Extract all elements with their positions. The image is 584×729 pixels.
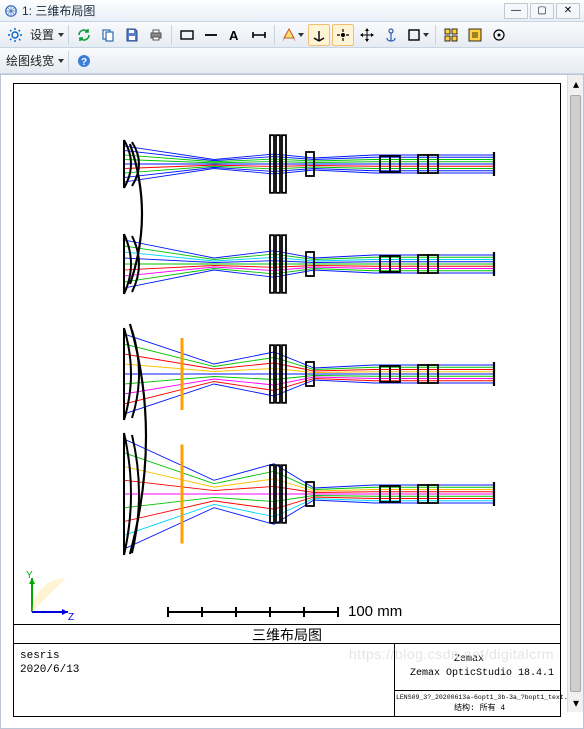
app-icon bbox=[4, 4, 18, 18]
scale-bar: 100 mm bbox=[164, 600, 464, 622]
vertical-scrollbar[interactable]: ▴ ▾ bbox=[567, 75, 583, 712]
help-icon[interactable]: ? bbox=[73, 50, 95, 72]
refresh-sync-icon[interactable] bbox=[73, 24, 95, 46]
optical-layout-plot bbox=[14, 84, 560, 624]
gear-icon[interactable] bbox=[4, 24, 26, 46]
minimize-button[interactable]: — bbox=[504, 3, 528, 19]
text-tool-icon[interactable]: A bbox=[224, 24, 246, 46]
rect-tool-icon[interactable] bbox=[176, 24, 198, 46]
save-icon[interactable] bbox=[121, 24, 143, 46]
svg-text:A: A bbox=[229, 28, 239, 43]
window-title: 1: 三维布局图 bbox=[22, 2, 500, 19]
scroll-up-icon[interactable]: ▴ bbox=[568, 75, 584, 93]
settings-dropdown-icon[interactable] bbox=[58, 33, 64, 37]
close-button[interactable]: ✕ bbox=[556, 3, 580, 19]
config-text: 结构: 所有 4 bbox=[454, 702, 505, 713]
info-table: sesris 2020/6/13 Zemax Zemax OpticStudio… bbox=[14, 644, 560, 716]
copy-icon[interactable] bbox=[97, 24, 119, 46]
canvas-area: Y Z 100 mm 三维布局图 sesris 2020/6/13 Zemax … bbox=[0, 74, 584, 729]
layout-title: 三维布局图 bbox=[14, 624, 560, 644]
coord-gizmo: Y Z bbox=[24, 570, 74, 620]
move-tool-icon[interactable] bbox=[356, 24, 378, 46]
svg-text:100 mm: 100 mm bbox=[348, 603, 402, 620]
center-tool-icon[interactable] bbox=[332, 24, 354, 46]
titlebar: 1: 三维布局图 — ▢ ✕ bbox=[0, 0, 584, 22]
prism-dropdown[interactable] bbox=[279, 27, 306, 43]
layout-page: Y Z 100 mm 三维布局图 sesris 2020/6/13 Zemax … bbox=[13, 83, 561, 717]
anchor-icon[interactable] bbox=[380, 24, 402, 46]
quad-icon[interactable] bbox=[440, 24, 462, 46]
coord-z-label: Z bbox=[68, 612, 74, 620]
filename-text: LENS09_3?_20200613a-6opt1_3b-3a_?bopt1_t… bbox=[396, 694, 579, 701]
toolbar-1: 设置 A bbox=[0, 22, 584, 48]
circle-target-icon[interactable] bbox=[488, 24, 510, 46]
scroll-down-icon[interactable]: ▾ bbox=[568, 694, 584, 712]
print-icon[interactable] bbox=[145, 24, 167, 46]
measure-tool-icon[interactable] bbox=[248, 24, 270, 46]
settings-label: 设置 bbox=[28, 26, 56, 43]
toolbar-2: 绘图线宽 ? bbox=[0, 48, 584, 74]
scroll-thumb[interactable] bbox=[570, 95, 581, 692]
software-name: Zemax bbox=[454, 654, 484, 665]
axis-tool-icon[interactable] bbox=[308, 24, 330, 46]
date-text: 2020/6/13 bbox=[20, 664, 79, 676]
single-frame-icon[interactable] bbox=[464, 24, 486, 46]
linewidth-dropdown-icon[interactable] bbox=[58, 59, 64, 63]
linewidth-label: 绘图线宽 bbox=[4, 52, 56, 69]
coord-y-label: Y bbox=[26, 570, 33, 581]
line-tool-icon[interactable] bbox=[200, 24, 222, 46]
box-dropdown[interactable] bbox=[404, 27, 431, 43]
svg-text:?: ? bbox=[81, 57, 87, 68]
software-version: Zemax OpticStudio 18.4.1 bbox=[410, 668, 554, 679]
author-text: sesris bbox=[20, 650, 60, 662]
maximize-button[interactable]: ▢ bbox=[530, 3, 554, 19]
